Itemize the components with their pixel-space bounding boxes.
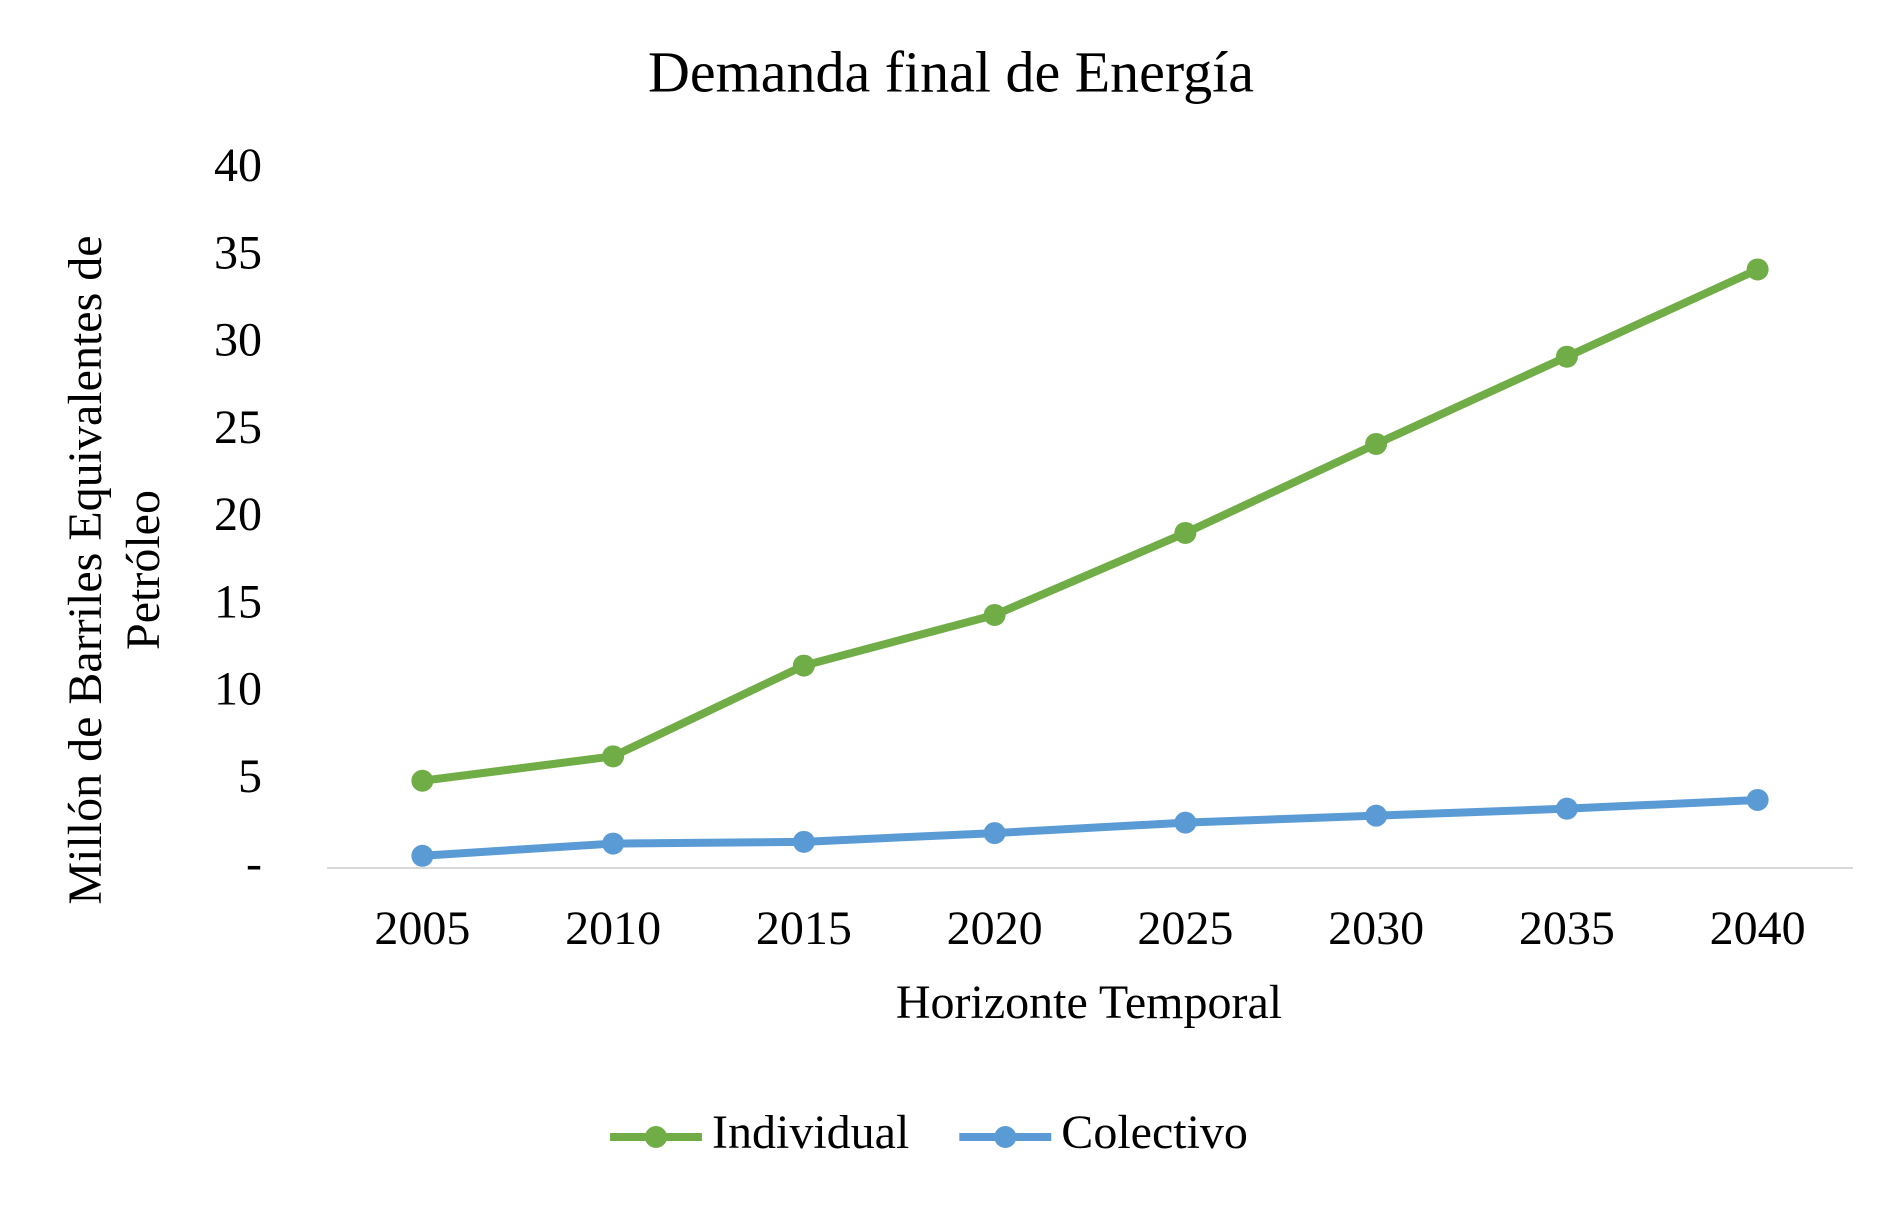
data-point bbox=[1174, 521, 1197, 544]
legend-label: Colectivo bbox=[1061, 1106, 1248, 1159]
data-point bbox=[602, 832, 625, 855]
data-point bbox=[792, 654, 815, 677]
x-tick-label: 2015 bbox=[756, 902, 852, 955]
legend-marker bbox=[645, 1126, 667, 1148]
data-point bbox=[1365, 432, 1388, 455]
x-tick-label: 2005 bbox=[374, 902, 470, 955]
y-tick-label: - bbox=[246, 837, 262, 890]
x-tick-label: 2020 bbox=[947, 902, 1043, 955]
y-tick-label: 35 bbox=[214, 226, 262, 279]
y-tick-label: 40 bbox=[214, 139, 262, 192]
x-tick-label: 2025 bbox=[1137, 902, 1233, 955]
series-line bbox=[421, 265, 1760, 785]
data-point bbox=[1555, 797, 1578, 820]
y-tick-label: 5 bbox=[238, 750, 262, 803]
x-axis-label: Horizonte Temporal bbox=[896, 976, 1282, 1029]
data-point bbox=[1174, 811, 1197, 834]
x-tick-label: 2030 bbox=[1328, 902, 1424, 955]
y-tick-label: 30 bbox=[214, 314, 262, 367]
data-point bbox=[983, 822, 1006, 845]
x-tick-label: 2010 bbox=[565, 902, 661, 955]
data-point bbox=[983, 603, 1006, 626]
y-tick-label: 15 bbox=[214, 575, 262, 628]
legend-marker bbox=[994, 1126, 1017, 1148]
data-point bbox=[1555, 345, 1578, 368]
data-point bbox=[1365, 804, 1388, 827]
data-point bbox=[1746, 788, 1769, 811]
y-tick-label: 20 bbox=[214, 488, 262, 541]
y-axis-label-line: Petróleo bbox=[117, 490, 170, 650]
x-tick-label: 2035 bbox=[1519, 902, 1615, 955]
y-axis-label-line: Millón de Barriles Equivalentes de bbox=[59, 235, 112, 904]
data-point bbox=[1746, 258, 1769, 281]
chart-title: Demanda final de Energía bbox=[648, 39, 1254, 104]
data-point bbox=[602, 745, 625, 768]
data-point bbox=[411, 769, 434, 792]
data-point bbox=[411, 844, 434, 867]
y-axis-label: Millón de Barriles Equivalentes de Petró… bbox=[59, 235, 170, 904]
data-point bbox=[792, 830, 815, 853]
legend-label: Individual bbox=[712, 1106, 909, 1159]
series-line bbox=[422, 795, 1758, 860]
x-tick-label: 2040 bbox=[1710, 902, 1806, 955]
y-tick-label: 10 bbox=[214, 663, 262, 716]
y-tick-label: 25 bbox=[214, 401, 262, 454]
